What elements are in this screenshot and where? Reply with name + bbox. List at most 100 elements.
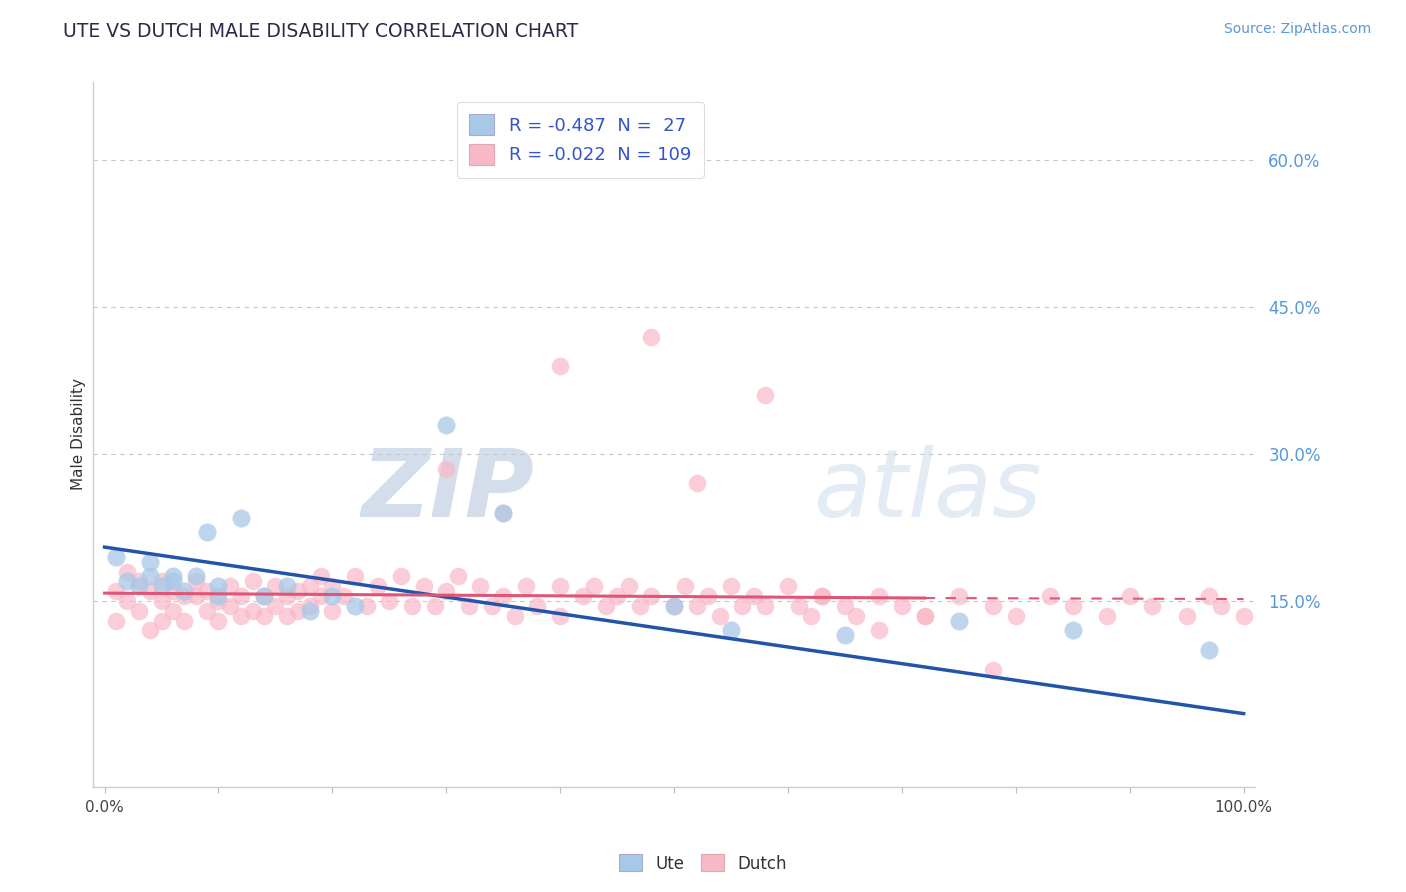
Point <box>287 604 309 618</box>
Point <box>242 604 264 618</box>
Point <box>231 608 253 623</box>
Point <box>458 599 481 613</box>
Point <box>298 579 321 593</box>
Point <box>401 599 423 613</box>
Point <box>298 604 321 618</box>
Point <box>1142 599 1164 613</box>
Point <box>845 608 868 623</box>
Point <box>253 589 276 603</box>
Point <box>662 599 685 613</box>
Point <box>492 506 515 520</box>
Point <box>697 589 720 603</box>
Point <box>128 604 150 618</box>
Point <box>1198 589 1220 603</box>
Point <box>139 584 162 599</box>
Point <box>481 599 503 613</box>
Point <box>333 589 356 603</box>
Point <box>207 589 229 603</box>
Point <box>981 663 1004 677</box>
Point <box>1095 608 1118 623</box>
Point <box>117 594 139 608</box>
Point <box>162 574 184 589</box>
Point <box>276 579 298 593</box>
Point <box>162 604 184 618</box>
Point <box>378 594 401 608</box>
Point <box>117 565 139 579</box>
Point <box>1118 589 1140 603</box>
Point <box>914 608 936 623</box>
Point <box>526 599 548 613</box>
Point <box>344 599 367 613</box>
Point <box>720 579 742 593</box>
Point <box>981 599 1004 613</box>
Point <box>162 569 184 583</box>
Point <box>184 589 207 603</box>
Point <box>811 589 834 603</box>
Point <box>434 584 457 599</box>
Point <box>503 608 526 623</box>
Point <box>344 569 367 583</box>
Point <box>470 579 492 593</box>
Point <box>276 608 298 623</box>
Point <box>834 628 856 642</box>
Point <box>1062 599 1084 613</box>
Point <box>104 549 127 564</box>
Point <box>492 506 515 520</box>
Point <box>253 589 276 603</box>
Point <box>150 574 173 589</box>
Point <box>548 579 571 593</box>
Point <box>150 594 173 608</box>
Point <box>184 569 207 583</box>
Point <box>948 614 970 628</box>
Text: atlas: atlas <box>814 445 1042 536</box>
Point <box>412 579 434 593</box>
Point <box>367 579 389 593</box>
Point <box>139 569 162 583</box>
Point <box>298 599 321 613</box>
Point <box>173 614 195 628</box>
Point <box>434 462 457 476</box>
Point <box>139 624 162 638</box>
Point <box>754 388 776 402</box>
Point <box>309 589 332 603</box>
Point <box>276 589 298 603</box>
Point <box>117 574 139 589</box>
Point <box>207 594 229 608</box>
Point <box>139 555 162 569</box>
Point <box>948 589 970 603</box>
Point <box>834 599 856 613</box>
Point <box>128 574 150 589</box>
Point <box>104 614 127 628</box>
Point <box>150 579 173 593</box>
Point <box>686 476 709 491</box>
Point <box>572 589 595 603</box>
Point <box>356 599 378 613</box>
Point <box>811 589 834 603</box>
Point <box>218 599 240 613</box>
Point <box>800 608 823 623</box>
Point <box>720 624 742 638</box>
Point <box>789 599 811 613</box>
Text: Source: ZipAtlas.com: Source: ZipAtlas.com <box>1223 22 1371 37</box>
Point <box>1209 599 1232 613</box>
Legend: Ute, Dutch: Ute, Dutch <box>612 847 794 880</box>
Point <box>868 624 890 638</box>
Point <box>548 608 571 623</box>
Point <box>309 569 332 583</box>
Point <box>1175 608 1198 623</box>
Point <box>1233 608 1256 623</box>
Point <box>218 579 240 593</box>
Point <box>583 579 606 593</box>
Point <box>321 589 343 603</box>
Point <box>606 589 628 603</box>
Point <box>242 574 264 589</box>
Text: UTE VS DUTCH MALE DISABILITY CORRELATION CHART: UTE VS DUTCH MALE DISABILITY CORRELATION… <box>63 22 578 41</box>
Point <box>628 599 651 613</box>
Point <box>662 599 685 613</box>
Point <box>184 574 207 589</box>
Point <box>754 599 776 613</box>
Point <box>264 599 287 613</box>
Point <box>1039 589 1062 603</box>
Point <box>731 599 754 613</box>
Point <box>162 584 184 599</box>
